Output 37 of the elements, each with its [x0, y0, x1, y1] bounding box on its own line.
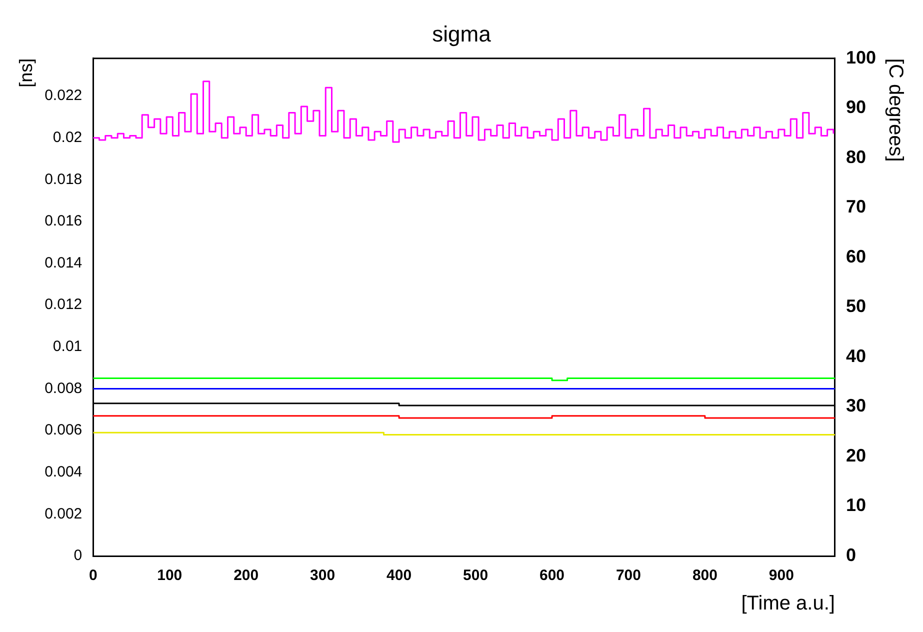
y-tick-label: 0.012 [44, 296, 82, 314]
x-tick-label: 800 [692, 567, 718, 584]
x-tick-label: 500 [463, 567, 488, 584]
y-tick-label: 0.018 [44, 170, 82, 188]
x-tick-label: 300 [310, 567, 336, 584]
y-tick-label: 0.02 [52, 128, 82, 146]
x-tick-label: 700 [616, 567, 641, 584]
y2-tick-label: 30 [846, 396, 866, 416]
y-tick-label: 0.002 [44, 505, 82, 522]
y-tick-label: 0.014 [44, 254, 82, 272]
y2-tick-label: 100 [846, 47, 876, 68]
y-tick-label: 0.004 [44, 464, 82, 481]
x-axis-title: [Time a.u.] [741, 592, 835, 615]
y-tick-label: 0.006 [44, 422, 82, 439]
x-tick-label: 400 [386, 567, 412, 584]
y2-tick-label: 40 [846, 346, 866, 366]
y-tick-label: 0.01 [52, 338, 82, 356]
x-tick-label: 100 [157, 567, 182, 584]
y2-axis-title: [C degrees] [884, 58, 906, 162]
y2-tick-label: 80 [846, 146, 866, 167]
y-tick-label: 0.022 [44, 87, 82, 104]
y-tick-label: 0.016 [44, 212, 82, 230]
x-tick-label: 900 [768, 567, 794, 584]
chart-title: sigma [432, 21, 492, 46]
x-tick-label: 0 [88, 567, 98, 584]
y2-tick-label: 70 [846, 196, 866, 217]
x-tick-label: 200 [234, 567, 259, 584]
y2-tick-label: 50 [846, 296, 866, 316]
y2-tick-label: 90 [846, 97, 866, 118]
y2-tick-label: 60 [846, 246, 866, 266]
y2-tick-label: 20 [846, 445, 866, 466]
y-tick-label: 0 [74, 547, 82, 564]
y2-tick-label: 0 [846, 544, 856, 565]
y-axis-title: [ns] [16, 58, 36, 88]
y-tick-label: 0.008 [44, 380, 82, 397]
y2-tick-label: 10 [846, 495, 866, 516]
x-tick-label: 600 [539, 567, 565, 584]
